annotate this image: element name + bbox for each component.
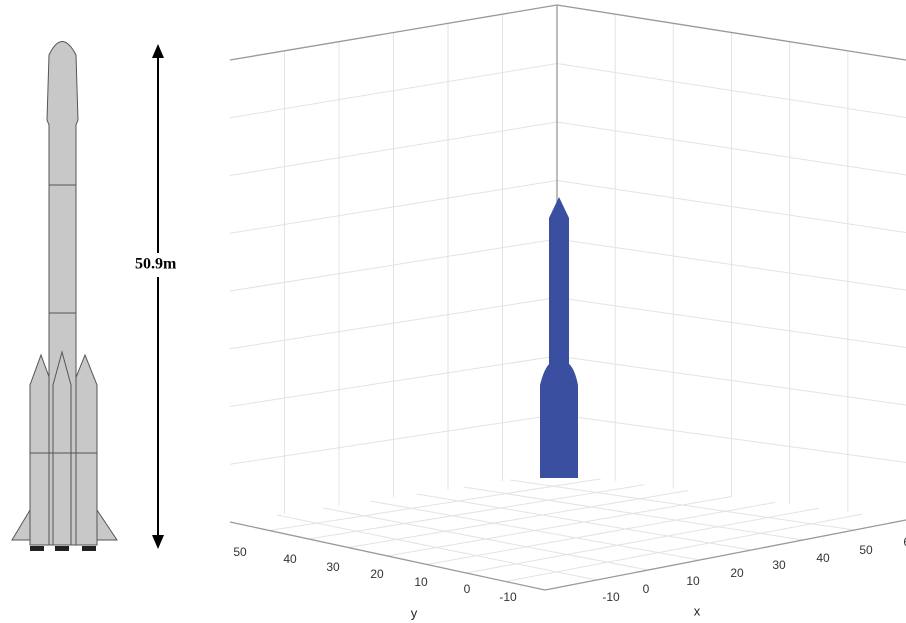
grid-line xyxy=(466,508,819,573)
y-tick-label: 20 xyxy=(370,567,384,581)
reference-rocket xyxy=(12,42,117,552)
nozzle xyxy=(30,546,44,551)
x-tick-label: 50 xyxy=(859,543,873,557)
grid-line xyxy=(464,487,803,540)
figure: 50.9m 50403020100-10-100102030405060 y x xyxy=(0,0,906,623)
arrow-head xyxy=(152,44,164,58)
axis-edge xyxy=(545,520,906,590)
x-tick-label: -10 xyxy=(602,590,620,604)
grid-line xyxy=(348,491,688,548)
axis-edge xyxy=(230,522,545,590)
x-tick-label: 20 xyxy=(730,566,744,580)
y-tick-label: 50 xyxy=(233,545,247,559)
y-tick-label: 0 xyxy=(464,582,471,596)
y-tick-label: 30 xyxy=(326,560,340,574)
grid-line xyxy=(269,479,600,531)
y-axis-label: y xyxy=(411,605,418,620)
x-tick-label: 40 xyxy=(816,551,830,565)
nozzle xyxy=(55,546,69,551)
rocket-core xyxy=(549,197,569,365)
grid-line xyxy=(506,514,863,581)
y-tick-label: -10 xyxy=(499,590,517,604)
grid-line xyxy=(309,485,645,539)
rocket-boosters xyxy=(540,362,578,478)
grid-line xyxy=(417,494,751,550)
grid-line xyxy=(370,501,700,560)
y-tick-label: 40 xyxy=(283,552,297,566)
grid-line xyxy=(510,480,854,530)
grid-line xyxy=(388,497,732,557)
center-booster xyxy=(53,352,71,545)
fin xyxy=(12,510,30,540)
grid-line xyxy=(323,508,648,570)
booster xyxy=(73,355,97,545)
grid-line xyxy=(277,515,597,580)
y-tick-label: 10 xyxy=(414,575,428,589)
height-label: 50.9m xyxy=(135,256,177,273)
nozzle xyxy=(82,546,96,551)
arrow-head xyxy=(152,535,164,549)
x-tick-label: 10 xyxy=(686,574,700,588)
x-axis-label: x xyxy=(694,603,701,618)
plot-rocket xyxy=(540,197,578,478)
height-arrow: 50.9m xyxy=(132,44,187,549)
fin xyxy=(97,510,117,540)
x-tick-label: 0 xyxy=(643,582,650,596)
x-tick-label: 30 xyxy=(772,558,786,572)
